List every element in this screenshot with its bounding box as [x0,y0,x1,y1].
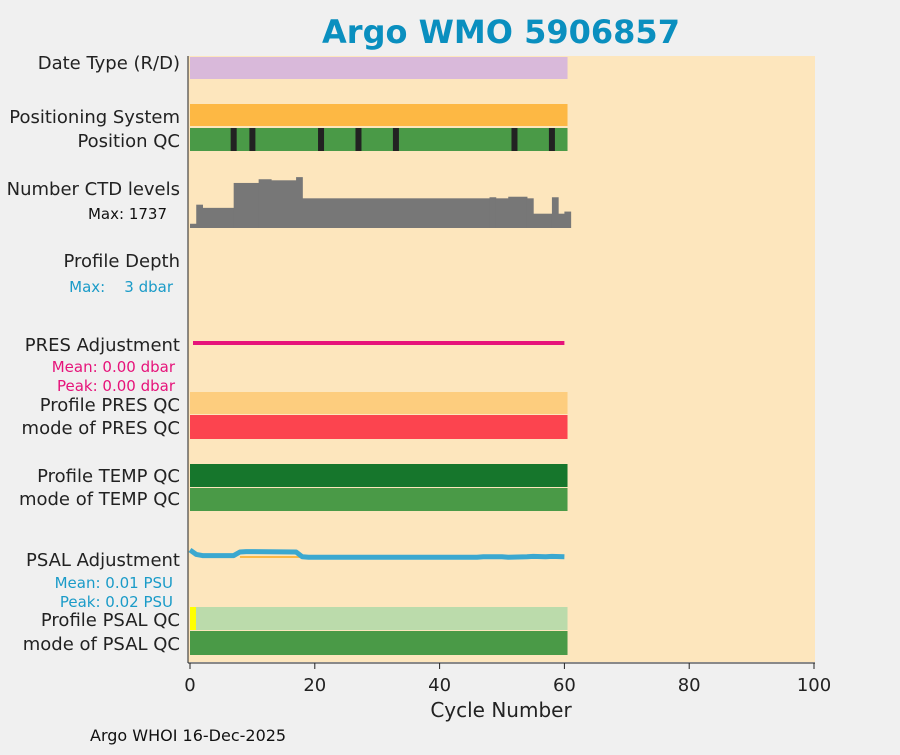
chart-title: Argo WMO 5906857 [322,13,680,51]
ctd-levels-bar-12 [533,213,553,228]
label-mode-psal-qc: mode of PSAL QC [23,634,180,655]
psal-adjustment-line [188,547,565,560]
mode-pres-qc-band [190,415,568,439]
row-annotations: Max: 1737 Max: 3 dbar Mean: 0.00 dbar Pe… [52,205,176,611]
ctd-levels-bar-7 [302,198,491,228]
position-qc-flag-3 [355,128,362,151]
footer-credit: Argo WHOI 16-Dec-2025 [90,726,286,745]
profile-temp-qc-band [190,464,568,487]
label-pres-adjustment: PRES Adjustment [25,335,180,356]
mode-temp-qc-band [190,488,568,511]
position-qc-band [190,128,568,151]
psal-peak-annotation: Peak: 0.02 PSU [60,593,173,611]
position-qc-flag-6 [548,128,555,151]
profile-pres-qc-band [190,392,568,414]
x-tick-label-60: 60 [553,675,576,696]
pres-peak-annotation: Peak: 0.00 dbar [57,377,176,395]
ctd-levels-bar-15 [564,211,572,228]
label-mode-pres-qc: mode of PRES QC [22,418,180,439]
position-qc-flag-1 [249,128,256,151]
psal-mean-annotation: Mean: 0.01 PSU [55,574,173,592]
ctd-max-annotation: Max: 1737 [88,205,167,223]
label-profile-temp-qc: Profile TEMP QC [37,466,180,487]
x-tick-label-80: 80 [678,675,701,696]
ctd-levels-bar-3 [233,182,260,228]
label-positioning-system: Positioning System [9,107,180,128]
row-labels: Date Type (R/D) Positioning System Posit… [7,53,180,655]
label-date-type: Date Type (R/D) [38,53,180,74]
depth-max-annotation: Max: 3 dbar [69,278,174,296]
ctd-levels-bar-1 [196,204,203,228]
label-profile-pres-qc: Profile PRES QC [40,395,180,416]
label-profile-psal-qc: Profile PSAL QC [41,610,180,631]
ctd-levels-bar-8 [489,197,497,228]
plot-background [188,56,815,662]
x-axis-ticks: 0 20 40 60 80 100 [184,663,831,696]
x-tick-label-20: 20 [303,675,326,696]
position-qc-flag-2 [318,128,325,151]
ctd-levels-bar-2 [202,207,235,228]
x-tick-label-0: 0 [184,675,195,696]
label-ctd-levels: Number CTD levels [7,179,180,200]
mode-psal-qc-band [190,631,568,655]
date-type-band [190,57,568,79]
chart-marks [188,57,572,655]
x-tick-label-100: 100 [797,675,831,696]
label-psal-adjustment: PSAL Adjustment [26,550,180,571]
pres-mean-annotation: Mean: 0.00 dbar [52,358,176,376]
position-qc-flag-5 [511,128,518,151]
label-mode-temp-qc: mode of TEMP QC [19,489,180,510]
label-profile-depth: Profile Depth [63,251,180,272]
ctd-levels-bar-13 [551,197,559,228]
label-position-qc: Position QC [77,131,180,152]
position-qc-flag-0 [230,128,237,151]
profile-psal-qc-band [190,607,568,630]
ctd-levels-bar-11 [526,198,534,228]
positioning-system-band [190,104,568,126]
ctd-levels-bar-5 [271,180,297,228]
x-axis-label: Cycle Number [430,698,572,722]
ctd-levels-bar-6 [296,177,303,228]
ctd-levels-bar-0 [190,223,197,228]
ctd-levels-bar-9 [495,198,509,228]
ctd-levels-bar-4 [258,179,272,228]
ctd-levels-bar-14 [558,213,565,228]
position-qc-flag-4 [392,128,399,151]
x-tick-label-40: 40 [428,675,451,696]
profile-psal-qc-first-flag [190,607,196,630]
ctd-levels-bar-10 [508,196,528,228]
